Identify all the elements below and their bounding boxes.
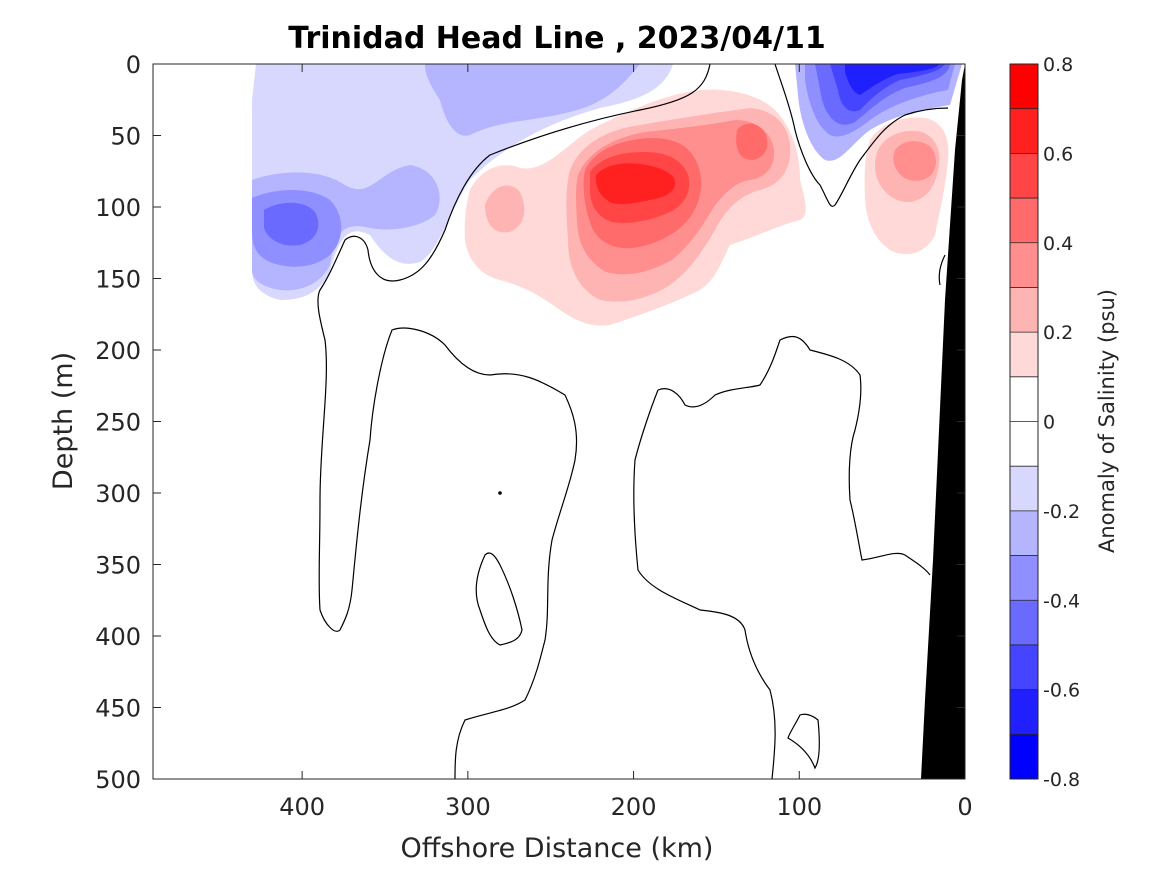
- zero-contour-salty-boundary: [774, 64, 949, 207]
- colorbar-tick-label: -0.8: [1043, 769, 1080, 791]
- zero-contour-dot: [498, 491, 502, 495]
- colorbar-tick-label: 0.2: [1043, 322, 1073, 344]
- x-tick-label: 0: [957, 793, 972, 821]
- colorbar-swatch: [1010, 644, 1038, 690]
- x-tick-label: 100: [776, 793, 822, 821]
- colorbar-tick-label: -0.4: [1043, 590, 1080, 612]
- colorbar-swatch: [1010, 64, 1038, 109]
- colorbar-tick-label: -0.6: [1043, 680, 1080, 702]
- colorbar-swatch: [1010, 421, 1038, 467]
- fill-low-salinity-layer: [252, 64, 673, 300]
- fill-salty-region-band-2: [485, 185, 525, 233]
- y-tick-label: 250: [95, 409, 141, 437]
- y-tick-label: 400: [95, 623, 141, 651]
- colorbar-swatch: [1010, 734, 1038, 779]
- y-axis-label: Depth (m): [48, 352, 79, 490]
- fill-secondary-salty-core: [736, 123, 768, 160]
- fill-band-minus-0-2-top: [425, 64, 640, 136]
- colorbar-swatch: [1010, 466, 1038, 511]
- fill-nearshore-fresh-core: [845, 64, 940, 95]
- colorbar-swatch: [1010, 332, 1038, 377]
- colorbar-tick-label: 0.6: [1043, 143, 1073, 165]
- x-axis: 400 300 200 100 0: [279, 64, 973, 821]
- fill-nearshore-salty-band-3: [893, 141, 936, 181]
- colorbar-swatch: [1010, 108, 1038, 154]
- y-tick-label: 200: [95, 337, 141, 365]
- colorbar-swatch: [1010, 376, 1038, 422]
- colorbar-label: Anomaly of Salinity (psu): [1095, 289, 1119, 553]
- y-tick-label: 0: [126, 51, 141, 79]
- colorbar-swatch: [1010, 689, 1038, 735]
- zero-contour-small-loop: [787, 713, 820, 770]
- zero-contour-central-top: [657, 335, 931, 576]
- x-tick-label: 400: [279, 793, 325, 821]
- zero-contour-lines: [317, 64, 949, 779]
- colorbar: 0.8 0.6 0.4 0.2 0 -0.2 -0.4 -0.6 -0.8: [1009, 54, 1080, 791]
- chart-title: Trinidad Head Line , 2023/04/11: [288, 21, 825, 56]
- zero-contour-central: [633, 389, 776, 779]
- y-tick-label: 50: [110, 123, 141, 151]
- bathymetry-slope: [921, 64, 965, 779]
- colorbar-tick-label: 0: [1043, 412, 1055, 434]
- fill-salty-core: [595, 163, 676, 205]
- colorbar-frame: [1009, 63, 1039, 780]
- x-axis-label: Offshore Distance (km): [401, 833, 714, 864]
- zero-contour-upper: [317, 64, 711, 779]
- colorbar-tick-label: 0.8: [1043, 54, 1073, 76]
- y-tick-label: 350: [95, 552, 141, 580]
- zero-contour-coast-edge: [938, 254, 946, 286]
- x-tick-label: 200: [611, 793, 657, 821]
- colorbar-tick-label: 0.4: [1043, 233, 1073, 255]
- y-tick-label: 500: [95, 766, 141, 794]
- colorbar-swatch: [1010, 555, 1038, 601]
- colorbar-swatch: [1010, 198, 1038, 243]
- colorbar-swatch: [1010, 600, 1038, 645]
- y-axis: 0 50 100 150 200 250 300 350 400 450 500: [95, 51, 965, 794]
- fill-band-minus-0-5-offshore: [264, 202, 319, 246]
- colorbar-tick-label: -0.2: [1043, 501, 1080, 523]
- colorbar-swatch: [1010, 242, 1038, 288]
- contour-fills: [252, 64, 962, 326]
- colorbar-swatch: [1010, 287, 1038, 333]
- y-tick-label: 150: [95, 266, 141, 294]
- y-tick-label: 100: [95, 194, 141, 222]
- x-tick-label: 300: [445, 793, 491, 821]
- colorbar-swatch: [1010, 510, 1038, 556]
- colorbar-swatch: [1010, 153, 1038, 199]
- zero-contour-inner-loop: [475, 552, 523, 646]
- y-tick-label: 450: [95, 695, 141, 723]
- y-tick-label: 300: [95, 480, 141, 508]
